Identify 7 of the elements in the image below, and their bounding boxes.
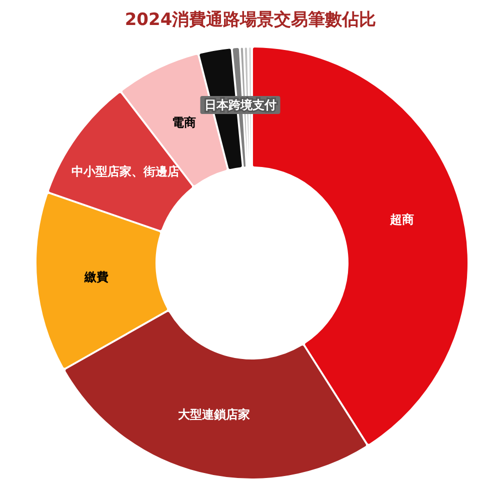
slice-label: 日本跨境支付 (204, 98, 276, 112)
slice-label: 超商 (388, 212, 414, 226)
chart-title: 2024消費通路場景交易筆數佔比 (124, 10, 376, 30)
slice-label: 電商 (172, 116, 196, 130)
slice-label: 繳費 (84, 270, 109, 284)
slice-label: 大型連鎖店家 (178, 407, 250, 422)
slice-label: 中小型店家、街邊店 (72, 164, 180, 179)
